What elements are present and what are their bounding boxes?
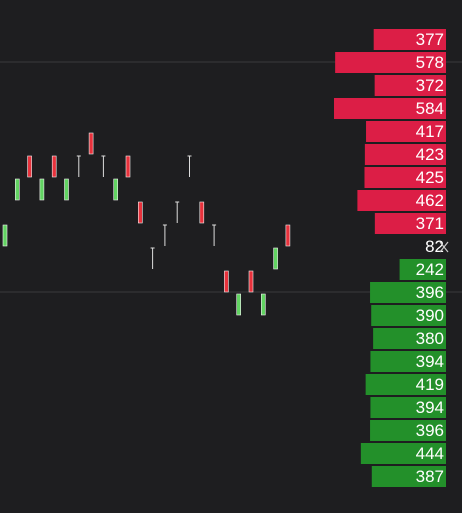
candle-body: [113, 178, 118, 201]
candle-body: [64, 178, 69, 201]
depth-bar: [364, 167, 446, 188]
depth-label: 423: [416, 145, 444, 164]
depth-label: 372: [416, 76, 444, 95]
depth-bar: [364, 144, 446, 165]
candle-body: [51, 155, 57, 178]
depth-bar: [357, 190, 446, 211]
depth-label: 377: [416, 30, 444, 49]
depth-label: 578: [416, 53, 444, 72]
depth-bar: [365, 374, 446, 395]
candle-body: [39, 178, 45, 201]
depth-bar: [371, 466, 446, 487]
depth-bar: [371, 305, 446, 326]
depth-bar: [370, 351, 446, 372]
depth-bar: [335, 52, 446, 73]
depth-label: 394: [416, 398, 444, 417]
depth-bar: [373, 29, 446, 50]
depth-label: 387: [416, 467, 444, 486]
candle-body: [248, 270, 254, 293]
depth-bar: [399, 259, 446, 280]
candle-body: [273, 247, 278, 270]
candle-body: [224, 270, 229, 293]
depth-bar: [370, 282, 446, 303]
depth-label: 242: [416, 260, 444, 279]
depth-label: 371: [416, 214, 444, 233]
depth-bar: [373, 328, 446, 349]
candle-body: [199, 201, 205, 224]
depth-label: 396: [416, 421, 444, 440]
candle-body: [125, 155, 131, 178]
candle-body: [15, 178, 20, 201]
candle-body: [88, 132, 94, 155]
depth-label: 390: [416, 306, 444, 325]
last-price: 82: [425, 237, 444, 256]
depth-bar: [360, 443, 446, 464]
candle-body: [27, 155, 32, 178]
candle-body: [2, 224, 8, 247]
candle-body: [236, 293, 241, 316]
candle-body: [260, 293, 266, 316]
depth-label: 584: [416, 99, 444, 118]
depth-bar: [334, 98, 446, 119]
depth-label: 419: [416, 375, 444, 394]
depth-label: 394: [416, 352, 444, 371]
depth-label: 380: [416, 329, 444, 348]
candle-body: [138, 201, 143, 224]
depth-label: 462: [416, 191, 444, 210]
depth-bar: [370, 420, 446, 441]
depth-label: 444: [416, 444, 444, 463]
candle-body: [285, 224, 291, 247]
depth-label: 417: [416, 122, 444, 141]
depth-bar: [374, 213, 446, 234]
depth-label: 396: [416, 283, 444, 302]
depth-bar: [374, 75, 446, 96]
close-icon: [439, 241, 449, 253]
depth-bar: [366, 121, 446, 142]
depth-bar: [370, 397, 446, 418]
depth-label: 425: [416, 168, 444, 187]
